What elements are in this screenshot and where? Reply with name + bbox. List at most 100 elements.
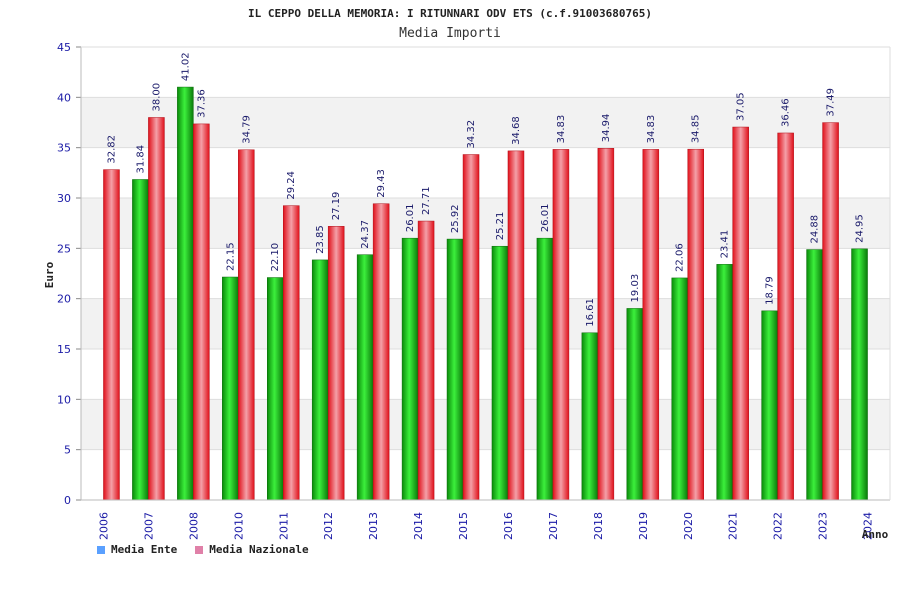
- x-tick-label: 2023: [817, 512, 830, 540]
- grid-band: [81, 399, 890, 450]
- legend-label-media-nazionale: Media Nazionale: [209, 543, 309, 556]
- grid-band: [81, 198, 890, 249]
- data-label: 16.61: [585, 298, 596, 327]
- x-tick-label: 2006: [97, 512, 110, 540]
- bar-media-nazionale: [238, 149, 255, 501]
- y-tick-label: 45: [57, 41, 71, 54]
- data-label: 25.21: [495, 212, 506, 241]
- bar-media-nazionale: [327, 226, 345, 501]
- bar-media-nazionale: [642, 149, 660, 501]
- x-tick-label: 2022: [772, 512, 785, 540]
- y-tick-label: 5: [64, 444, 71, 457]
- legend-swatch-media-nazionale: [195, 545, 204, 554]
- y-tick-label: 25: [57, 242, 71, 255]
- data-label: 36.46: [781, 98, 792, 127]
- data-label: 24.37: [360, 220, 371, 249]
- grid-band: [81, 97, 890, 148]
- grid-band: [81, 298, 890, 349]
- bar-media-ente: [311, 259, 329, 501]
- data-label: 24.88: [810, 215, 821, 244]
- bar-media-nazionale: [507, 150, 525, 501]
- bar-media-ente: [401, 237, 419, 501]
- data-label: 31.84: [135, 145, 146, 174]
- bar-media-ente: [177, 86, 194, 501]
- bar-media-nazionale: [777, 132, 794, 501]
- x-tick-label: 2018: [592, 512, 605, 540]
- x-tick-label: 2013: [367, 512, 380, 540]
- value-labels: 32.82 31.84 38.00 41.02 37.36 22.15 34.79 22.10…: [106, 52, 865, 326]
- bar-media-nazionale: [148, 117, 165, 501]
- data-label: 32.82: [106, 135, 117, 164]
- bar-media-ente: [356, 254, 374, 501]
- y-tick-label: 40: [57, 91, 71, 104]
- data-label: 25.92: [450, 204, 461, 233]
- bar-media-ente: [806, 249, 823, 501]
- data-label: 22.06: [675, 243, 686, 272]
- bar-media-nazionale: [732, 126, 749, 501]
- y-tick-label: 0: [64, 494, 71, 507]
- x-tick-label: 2016: [502, 512, 515, 540]
- bar-media-nazionale: [552, 149, 570, 501]
- bar-media-ente: [446, 238, 464, 501]
- legend-item-media-ente: Media Ente: [97, 543, 177, 556]
- x-tick-label: 2007: [142, 512, 155, 540]
- data-label: 38.00: [151, 83, 162, 112]
- data-label: 34.83: [646, 115, 657, 144]
- data-label: 26.01: [540, 204, 551, 233]
- legend-swatch-media-ente: [97, 545, 105, 554]
- legend: Media Ente Media Nazionale: [97, 543, 309, 556]
- data-label: 24.95: [855, 214, 866, 243]
- x-tick-label: 2015: [457, 512, 470, 540]
- bar-media-nazionale: [822, 122, 839, 501]
- bar-media-nazionale: [417, 220, 435, 501]
- data-label: 18.79: [765, 276, 776, 305]
- chart-title: IL CEPPO DELLA MEMORIA: I RITUNNARI ODV …: [248, 7, 652, 20]
- x-axis-label: Anno: [862, 528, 889, 541]
- data-label: 34.94: [601, 114, 612, 143]
- x-tick-label: 2011: [277, 512, 290, 540]
- bar-media-ente: [851, 248, 868, 501]
- bar-media-ente: [716, 264, 733, 501]
- data-label: 34.32: [466, 120, 477, 149]
- x-tick-label: 2014: [412, 512, 425, 540]
- bar-media-nazionale: [687, 148, 704, 501]
- bars: [103, 86, 868, 501]
- legend-item-media-nazionale: Media Nazionale: [195, 543, 309, 556]
- legend-label-media-ente: Media Ente: [111, 543, 178, 556]
- data-label: 41.02: [180, 52, 191, 81]
- bar-media-ente: [761, 310, 778, 501]
- bar-media-nazionale: [193, 123, 210, 501]
- bar-media-nazionale: [597, 148, 615, 501]
- bar-media-ente: [222, 276, 239, 501]
- data-label: 34.83: [556, 115, 567, 144]
- data-label: 29.43: [376, 169, 387, 198]
- data-label: 19.03: [630, 274, 641, 303]
- data-label: 22.10: [270, 243, 281, 272]
- axes: 0 5 10 15 20 25 30 35 40 45 2006 2007 2008 2010 2011 20…: [57, 41, 891, 540]
- x-tick-label: 2017: [547, 512, 560, 540]
- bar-media-nazionale: [103, 169, 120, 501]
- bar-media-ente: [132, 179, 149, 501]
- bar-media-ente: [267, 277, 284, 501]
- y-tick-label: 35: [57, 142, 71, 155]
- x-tick-label: 2008: [187, 512, 200, 540]
- data-label: 29.24: [286, 171, 297, 200]
- x-tick-label: 2024: [862, 512, 875, 540]
- bar-media-ente: [626, 308, 644, 501]
- bar-media-ente: [671, 277, 688, 501]
- bar-media-ente: [581, 332, 599, 501]
- data-label: 27.19: [331, 192, 342, 221]
- data-label: 22.15: [225, 242, 236, 271]
- bar-media-ente: [491, 245, 509, 501]
- data-label: 26.01: [405, 204, 416, 233]
- data-label: 34.85: [691, 115, 702, 144]
- x-tick-label: 2019: [637, 512, 650, 540]
- x-tick-label: 2021: [727, 512, 740, 540]
- data-label: 37.49: [826, 88, 837, 117]
- bar-media-nazionale: [462, 154, 480, 501]
- data-label: 27.71: [421, 186, 432, 215]
- bar-media-nazionale: [372, 203, 390, 501]
- data-label: 23.41: [720, 230, 731, 259]
- bar-media-ente: [536, 237, 554, 501]
